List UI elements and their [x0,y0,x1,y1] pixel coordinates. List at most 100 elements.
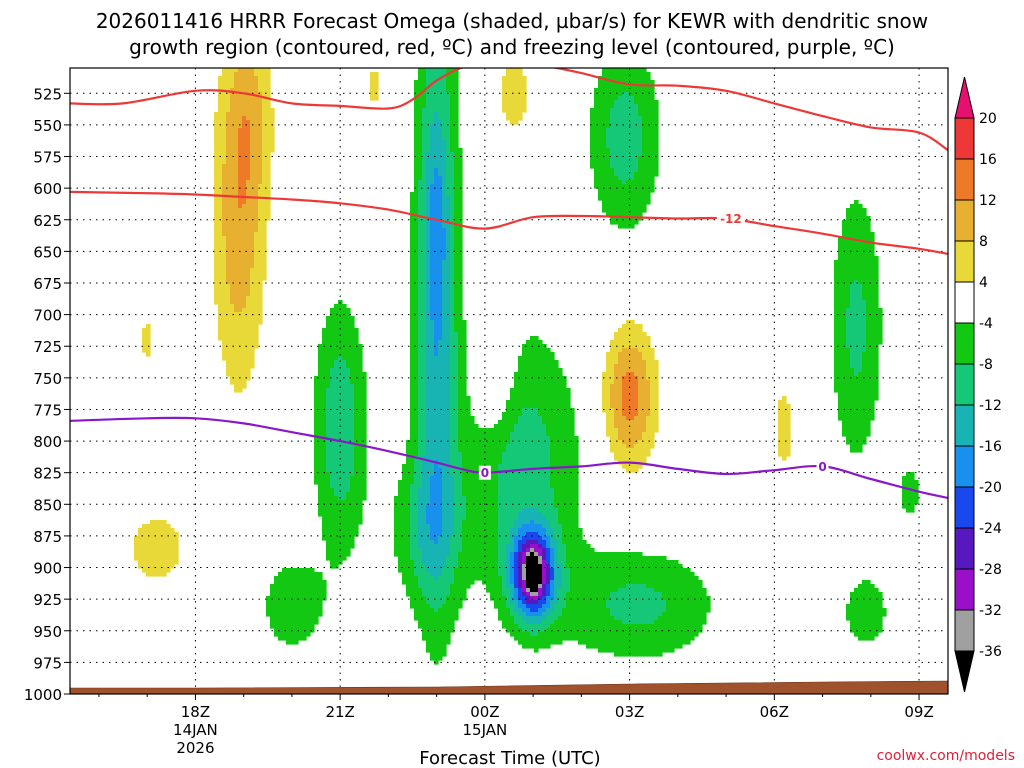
omega-cell [222,72,235,77]
omega-cell [454,180,463,185]
omega-cell [422,548,451,553]
omega-cell [426,504,443,509]
omega-cell [226,276,251,281]
omega-cell [410,496,419,501]
omega-cell [566,552,643,557]
omega-cell [426,388,451,393]
omega-cell [410,552,423,557]
omega-cell [410,392,419,397]
omega-cell [438,464,451,469]
omega-cell [398,480,415,485]
omega-cell [222,192,239,197]
omega-cell [866,308,883,313]
omega-cell [454,152,463,157]
omega-cell [502,452,551,457]
y-tick-label: 675 [33,275,62,293]
omega-cell [646,584,703,589]
omega-cell [350,372,367,377]
omega-cell [426,168,435,173]
omega-cell [450,116,459,121]
omega-cell [622,404,639,409]
omega-cell [410,540,419,545]
omega-cell [410,484,423,489]
omega-cell [450,408,459,413]
omega-cell [542,592,547,597]
omega-cell [446,140,451,145]
omega-cell [502,76,527,81]
omega-cell [418,324,427,329]
omega-cell [590,152,611,157]
omega-cell [134,540,179,545]
omega-cell [430,124,443,129]
omega-cell [498,568,507,573]
omega-cell [534,520,551,525]
omega-cell [454,308,463,313]
omega-cell [426,200,431,205]
omega-cell [546,532,555,537]
omega-cell [546,568,551,573]
omega-cell [430,500,443,505]
omega-cell [346,364,363,369]
omega-cell [410,436,419,441]
omega-cell [638,396,651,401]
colorbar-segment [954,199,975,242]
omega-cell [538,632,699,637]
omega-cell [414,188,419,193]
omega-cell [510,596,515,601]
omega-cell [414,132,423,137]
omega-cell [846,608,887,613]
omega-cell [526,612,543,617]
omega-cell [550,624,703,629]
omega-cell [550,456,579,461]
omega-cell [414,180,419,185]
omega-cell [462,532,499,537]
omega-cell [638,388,651,393]
omega-cell [514,592,519,597]
omega-cell [550,580,555,585]
y-tick-label: 925 [33,591,62,609]
omega-cell [222,188,239,193]
omega-cell [410,296,419,301]
omega-cell [498,488,555,493]
plot-area: -120 0 [70,68,948,694]
omega-cell [222,196,239,201]
omega-cell [134,556,179,561]
omega-cell [454,324,467,329]
omega-cell [562,540,587,545]
y-tick-label: 525 [33,85,62,103]
omega-cell [846,216,871,221]
omega-cell [526,580,543,585]
omega-cell [330,368,351,373]
omega-cell [514,584,519,589]
credit-link[interactable]: coolwx.com/models [877,748,1015,764]
omega-cell [562,612,611,617]
omega-cell [550,540,559,545]
omega-cell [458,552,499,557]
omega-cell [418,388,427,393]
omega-cell [834,320,847,325]
omega-cell [430,656,443,661]
omega-cell [410,516,419,521]
omega-cell [610,396,623,401]
omega-cell [450,264,455,269]
omega-cell [594,180,623,185]
omega-cell [834,300,851,305]
omega-cell [546,528,555,533]
omega-cell [842,220,871,225]
omega-cell [426,340,435,345]
omega-cell [442,192,447,197]
omega-cell [430,256,447,261]
omega-cell [322,332,359,337]
omega-cell [518,564,523,569]
omega-cell [214,144,227,149]
omega-cell [454,200,463,205]
omega-cell [558,512,579,517]
omega-cell [422,172,427,177]
omega-cell [562,580,571,585]
omega-cell [502,624,519,629]
omega-cell [314,472,331,477]
omega-cell [250,156,263,161]
omega-cell [550,472,579,477]
omega-cell [526,592,531,597]
omega-cell [214,160,227,165]
